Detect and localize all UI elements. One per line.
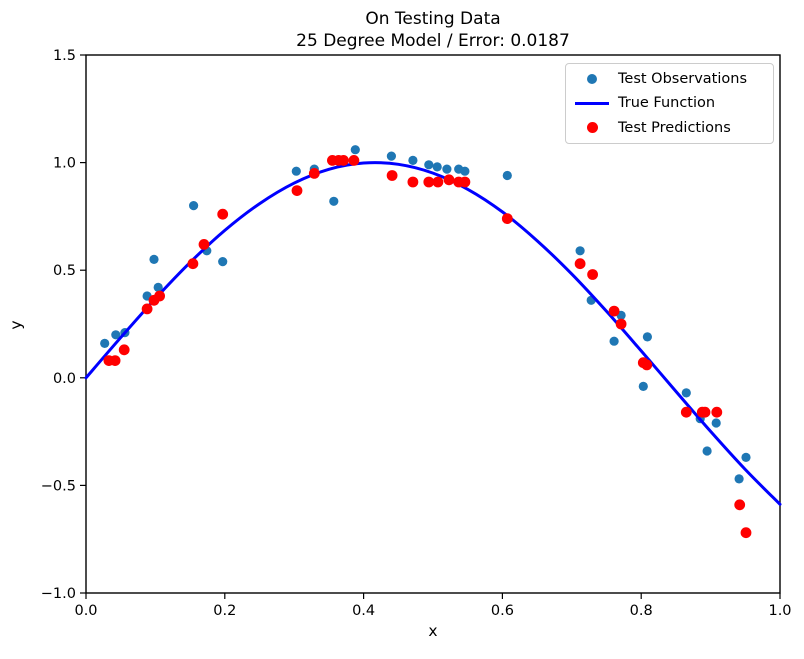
observation-point <box>442 164 452 174</box>
prediction-point <box>734 499 746 511</box>
observation-point <box>218 257 228 267</box>
observation-point <box>329 196 339 206</box>
predictions-scatter <box>103 155 752 539</box>
observation-point <box>575 246 585 256</box>
observation-point <box>502 170 512 181</box>
y-axis-label: y <box>7 320 25 330</box>
x-tick-label: 0.0 <box>74 603 97 619</box>
prediction-point <box>338 155 349 166</box>
axis-ticks: 0.0 0.2 0.4 0.6 0.8 1.0 1.5 1.0 0.5 0.0 −0.5 −1.0 <box>41 48 792 619</box>
y-tick-label: 1.0 <box>53 156 76 172</box>
observation-point <box>460 166 470 176</box>
chart-title-line1: On Testing Data <box>365 9 501 29</box>
y-tick-label: 1.5 <box>53 48 76 64</box>
prediction-point <box>443 174 455 186</box>
observations-scatter <box>100 145 751 484</box>
prediction-point <box>423 176 435 188</box>
observation-point <box>609 336 619 346</box>
true-function-line <box>84 161 782 506</box>
prediction-point <box>459 176 471 188</box>
observation-point <box>111 330 121 340</box>
prediction-point <box>587 269 598 280</box>
observation-point <box>681 388 691 398</box>
legend-item-label: True Function <box>618 95 716 112</box>
prediction-point <box>217 208 229 220</box>
prediction-point <box>291 185 303 197</box>
y-tick-label: −0.5 <box>41 478 76 494</box>
observation-point <box>432 162 442 172</box>
observation-point <box>424 160 434 170</box>
prediction-point <box>711 406 723 418</box>
prediction-point <box>641 359 653 371</box>
prediction-point <box>187 258 199 270</box>
observation-point <box>100 338 110 348</box>
prediction-point <box>198 239 210 250</box>
observation-point <box>711 418 721 428</box>
prediction-point <box>608 305 620 317</box>
x-tick-label: 0.2 <box>213 603 236 619</box>
legend-line-marker-icon <box>566 101 618 105</box>
observation-point <box>350 145 360 155</box>
legend-item-label: Test Observations <box>618 71 748 88</box>
observation-point <box>386 151 396 161</box>
observation-point <box>642 332 653 342</box>
observation-point <box>408 155 418 165</box>
x-tick-label: 0.4 <box>352 603 375 619</box>
y-tick-label: −1.0 <box>41 586 76 602</box>
x-tick-label: 0.8 <box>630 603 653 619</box>
observation-point <box>291 166 301 176</box>
observation-point <box>638 381 648 391</box>
legend-item: True Function <box>566 91 773 115</box>
chart-title: On Testing Data 25 Degree Model / Error:… <box>86 8 780 52</box>
legend-marker-shape <box>586 122 598 134</box>
chart-title-line2: 25 Degree Model / Error: 0.0187 <box>296 31 570 51</box>
prediction-point <box>740 527 752 539</box>
prediction-point <box>348 155 360 166</box>
legend-item: Test Observations <box>566 67 773 91</box>
data-series <box>84 145 782 539</box>
x-tick-label: 1.0 <box>768 603 791 619</box>
prediction-point <box>308 168 320 179</box>
observation-point <box>702 446 712 456</box>
x-axis-label: x <box>428 622 438 640</box>
prediction-point <box>574 258 586 270</box>
legend-marker-shape <box>575 101 609 105</box>
legend-dot-marker-icon <box>566 74 618 85</box>
y-tick-label: 0.0 <box>53 371 76 387</box>
prediction-point <box>501 213 513 225</box>
legend-marker-shape <box>587 74 597 85</box>
prediction-point <box>118 344 130 356</box>
axes-spines <box>85 54 781 594</box>
legend: Test Observations True Function Test Predi… <box>565 63 774 144</box>
x-tick-label: 0.6 <box>491 603 514 619</box>
observation-point <box>153 282 163 292</box>
legend-dot-marker-icon <box>566 122 618 134</box>
prediction-point <box>432 176 444 188</box>
prediction-point <box>154 290 166 302</box>
prediction-point <box>699 406 711 418</box>
y-tick-label: 0.5 <box>53 263 76 279</box>
prediction-point <box>680 406 692 418</box>
observation-point <box>189 201 199 211</box>
prediction-point <box>109 355 121 366</box>
observation-point <box>741 452 751 462</box>
legend-item-label: Test Predictions <box>618 119 731 136</box>
observation-point <box>734 474 744 484</box>
observation-point <box>149 254 159 264</box>
prediction-point <box>407 176 419 188</box>
prediction-point <box>386 170 398 181</box>
prediction-point <box>141 303 153 315</box>
prediction-point <box>615 318 627 330</box>
legend-item: Test Predictions <box>566 116 773 140</box>
